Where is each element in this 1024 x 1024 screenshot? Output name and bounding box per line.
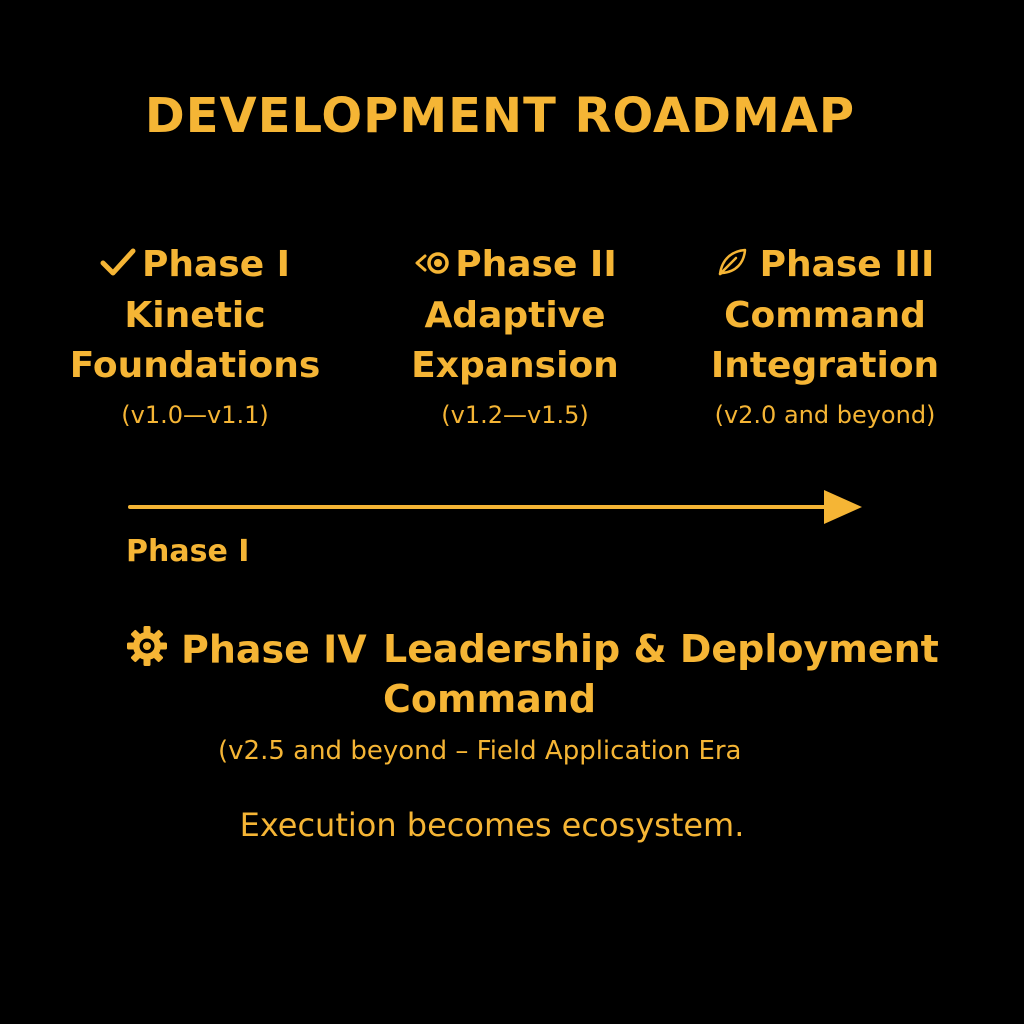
phase-3-heading: Phase III [695, 240, 955, 291]
phase-1-card: Phase I Kinetic Foundations (v1.0—v1.1) [60, 240, 330, 439]
phase-4-name-line1: Leadership & Deployment [383, 627, 939, 671]
phase-2-version: (v1.2—v1.5) [441, 401, 589, 429]
phase-3-version: (v2.0 and beyond) [714, 401, 936, 429]
phase-4-version: (v2.5 and beyond – Field Application Era [218, 736, 742, 766]
roadmap-title: DEVELOPMENT ROADMAP [144, 88, 856, 144]
phase-2-name-line2: Expansion [411, 345, 619, 386]
phase-2-heading: Phase II [395, 240, 635, 291]
phase-3-name-line1: Command [724, 295, 926, 336]
timeline-label: Phase I [126, 534, 250, 569]
tagline: Execution becomes ecosystem. [239, 806, 745, 844]
phase-3-name-line2: Integration [710, 345, 940, 386]
timeline-arrow [126, 486, 866, 533]
phase-4-name: Leadership & Deployment Command [383, 624, 939, 724]
phase-4-name-line2: Command [383, 677, 597, 721]
phase-2-label: Phase II [455, 244, 617, 285]
phase-3-label: Phase III [759, 244, 935, 285]
phase-1-label: Phase I [141, 244, 291, 285]
phase-4-label: Phase IV [181, 627, 367, 672]
phase-2-name-line1: Adaptive [424, 295, 606, 336]
eye-icon [413, 241, 453, 291]
check-icon [100, 241, 136, 291]
gear-icon [125, 624, 169, 680]
phase-2-card: Phase II Adaptive Expansion (v1.2—v1.5) [395, 240, 635, 439]
leaf-icon [716, 241, 748, 291]
phase-1-name-line1: Kinetic [124, 295, 266, 336]
phase-4-heading: Phase IV [125, 624, 367, 680]
phase-1-version: (v1.0—v1.1) [121, 401, 269, 429]
phase-1-heading: Phase I [60, 240, 330, 291]
phase-1-name-line2: Foundations [69, 345, 321, 386]
phase-3-card: Phase III Command Integration (v2.0 and … [695, 240, 955, 439]
